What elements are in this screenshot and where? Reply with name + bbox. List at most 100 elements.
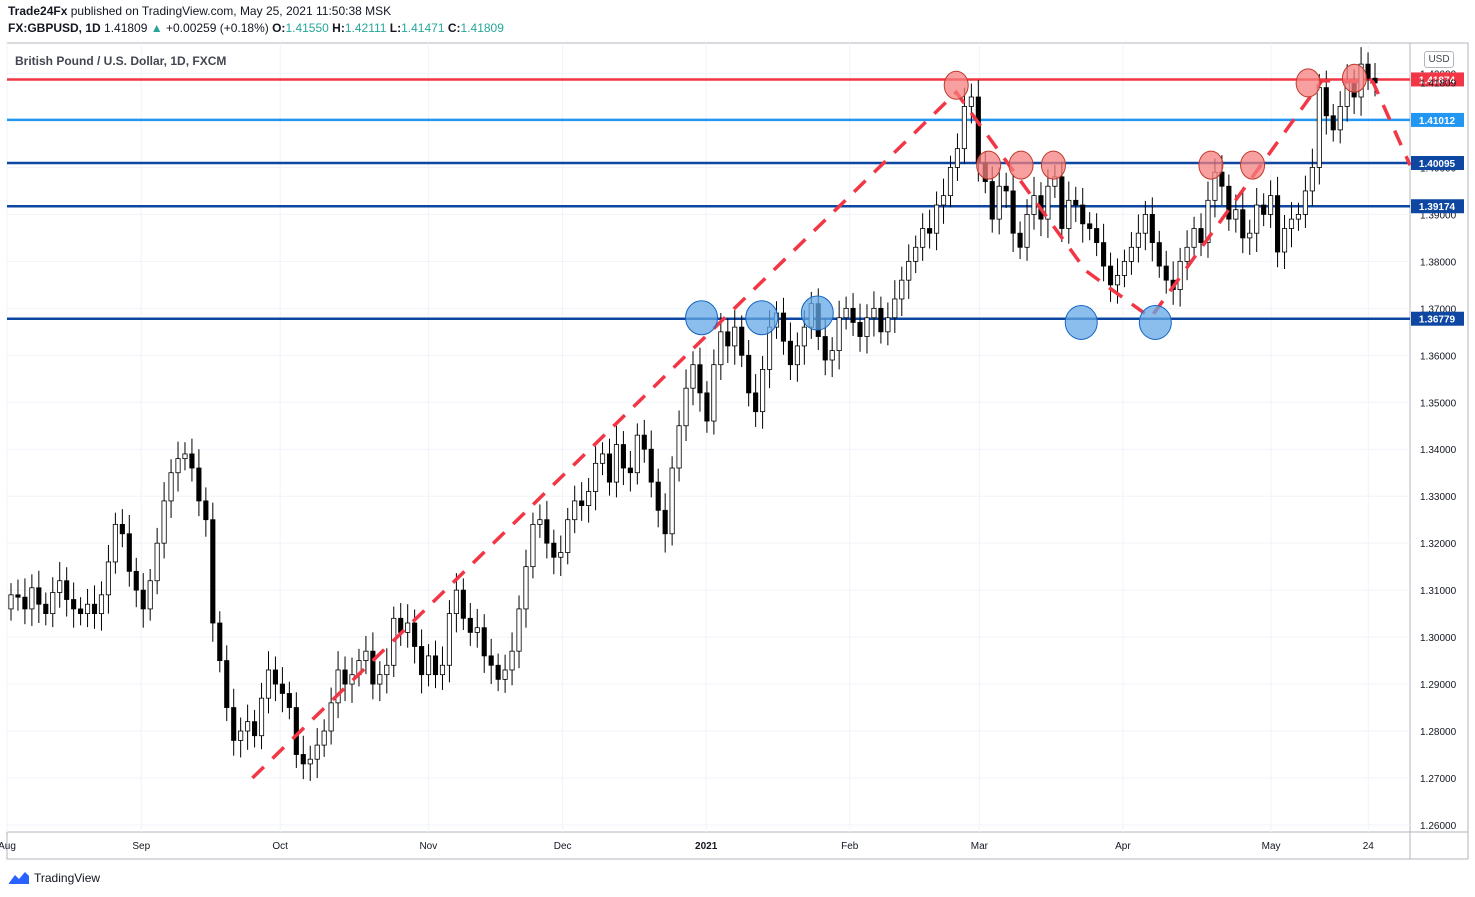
- candle-down: [544, 519, 550, 544]
- candle-up: [405, 622, 411, 633]
- candle-up: [384, 664, 390, 676]
- candle-down: [551, 542, 557, 558]
- candle-up: [1233, 209, 1239, 220]
- candle-down: [15, 594, 21, 598]
- candle-down: [189, 453, 195, 469]
- low-value: 1.41471: [401, 21, 445, 35]
- last-price: 1.41809: [104, 21, 148, 35]
- candle-up: [871, 307, 877, 319]
- published-text: published on TradingView.com, May 25, 20…: [70, 4, 392, 18]
- candle-up: [439, 664, 446, 676]
- candle-up: [8, 594, 14, 610]
- candle-down: [1003, 185, 1009, 192]
- horizontal-levels: [7, 78, 1410, 320]
- level-badge-label: 1.41874: [1419, 75, 1456, 86]
- highlight-resistance: [1008, 150, 1034, 180]
- highlight-resistance: [1040, 150, 1066, 180]
- y-tick-label: 1.34000: [1420, 445, 1457, 456]
- publish-info: Trade24Fx published on TradingView.com, …: [8, 4, 391, 18]
- candle-up: [182, 453, 188, 460]
- y-axis-ticks: 1.26000 1.27000 1.28000 1.29000 1.30000 1.310…: [1420, 70, 1457, 832]
- candle-down: [989, 181, 995, 220]
- x-tick-label: Mar: [971, 841, 989, 852]
- candle-up: [245, 721, 251, 732]
- candle-up: [377, 674, 383, 685]
- x-tick-label: 24: [1363, 841, 1375, 852]
- candle-up: [794, 345, 800, 366]
- candle-down: [1163, 265, 1169, 281]
- candle-up: [572, 500, 578, 521]
- x-tick-label: Dec: [554, 841, 572, 852]
- y-tick-label: 1.37000: [1420, 304, 1457, 315]
- candle-down: [1073, 199, 1079, 206]
- candle-down: [739, 326, 745, 356]
- candle-up: [676, 425, 682, 469]
- candle-down: [1107, 265, 1114, 286]
- candle-down: [252, 721, 258, 737]
- candle-down: [231, 707, 237, 741]
- x-tick-label: May: [1262, 841, 1281, 852]
- candle-down: [725, 331, 731, 347]
- candle-up: [1128, 246, 1134, 262]
- y-tick-label: 1.29000: [1420, 680, 1457, 691]
- publisher-name: Trade24Fx: [8, 4, 68, 18]
- candle-up: [711, 364, 717, 422]
- candle-up: [425, 655, 432, 676]
- symbol-info: FX:GBPUSD, 1D 1.41809 ▲ +0.00259 (+0.18%…: [8, 21, 504, 35]
- candle-up: [968, 96, 974, 107]
- candle-up: [537, 519, 543, 525]
- candle-up: [913, 246, 919, 262]
- candle-up: [565, 519, 571, 553]
- candle-up: [446, 613, 452, 666]
- candle-up: [112, 523, 118, 563]
- candles: [8, 47, 1378, 781]
- chart-title: British Pound / U.S. Dollar, 1D, FXCM: [15, 54, 226, 68]
- candle-up: [1066, 199, 1072, 229]
- candle-up: [335, 669, 341, 704]
- candle-up: [530, 523, 536, 568]
- candle-down: [481, 627, 487, 657]
- y-tick-label: 1.36000: [1420, 351, 1457, 362]
- candle-up: [502, 669, 508, 680]
- candle-up: [1135, 232, 1141, 248]
- candle-down: [1149, 214, 1155, 243]
- candle-up: [29, 587, 35, 610]
- level-badge: [1411, 72, 1464, 87]
- highlight-support: [685, 300, 719, 336]
- grid: [6, 43, 1410, 832]
- tradingview-footer[interactable]: TradingView: [8, 871, 100, 885]
- candle-up: [1302, 190, 1308, 215]
- close-value: 1.41809: [460, 21, 504, 35]
- candle-down: [342, 669, 348, 685]
- candle-up: [634, 434, 640, 474]
- candle-down: [1365, 63, 1371, 79]
- candle-up: [307, 758, 313, 765]
- candle-up: [523, 566, 529, 610]
- candle-down: [495, 664, 501, 680]
- high-value: 1.42111: [344, 21, 387, 35]
- candle-down: [210, 519, 216, 624]
- y-tick-label: 1.39000: [1420, 210, 1457, 221]
- candle-up: [1247, 232, 1253, 239]
- candle-down: [460, 589, 466, 619]
- candle-down: [606, 453, 613, 483]
- candle-down: [857, 322, 863, 337]
- candle-down: [419, 646, 425, 676]
- highlight-support: [1138, 304, 1172, 340]
- candle-down: [412, 622, 418, 647]
- candle-down: [850, 307, 856, 323]
- candle-down: [648, 448, 654, 483]
- candle-down: [975, 96, 981, 164]
- candle-up: [1268, 195, 1274, 215]
- candle-down: [43, 603, 49, 615]
- candle-up: [1254, 204, 1260, 234]
- candle-down: [36, 587, 42, 605]
- candle-down: [272, 669, 279, 685]
- candle-down: [64, 580, 70, 600]
- candle-down: [641, 434, 647, 450]
- currency-badge[interactable]: USD: [1424, 51, 1454, 68]
- candle-up: [328, 702, 334, 732]
- candle-down: [78, 608, 84, 615]
- highlight-support: [800, 295, 834, 331]
